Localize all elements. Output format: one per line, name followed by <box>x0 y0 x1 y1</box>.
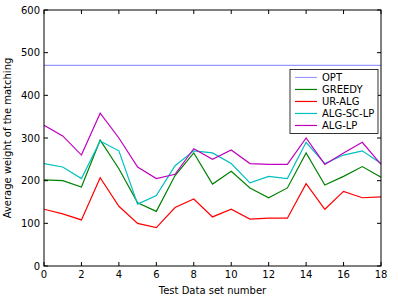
y-tick <box>377 138 381 139</box>
legend-label: ALG-SC-LP <box>322 108 374 119</box>
x-tick <box>231 10 232 14</box>
x-tick <box>118 10 119 14</box>
plot-frame <box>44 10 381 266</box>
series-line <box>44 140 381 211</box>
y-tick <box>44 52 48 53</box>
legend: OPTGREEDYUR-ALGALG-SC-LPALG-LP <box>290 69 378 133</box>
x-tick-label: 2 <box>78 269 84 280</box>
x-tick <box>156 262 157 266</box>
x-tick-label: 14 <box>300 269 313 280</box>
x-tick <box>193 262 194 266</box>
y-tick-label: 400 <box>21 90 40 101</box>
y-tick <box>377 180 381 181</box>
x-tick-label: 18 <box>375 269 388 280</box>
x-tick <box>343 10 344 14</box>
series-line <box>44 65 381 66</box>
x-tick-label: 8 <box>191 269 197 280</box>
y-axis-label: Average weight of the matching <box>2 58 13 219</box>
x-tick <box>81 10 82 14</box>
legend-swatch <box>295 113 317 114</box>
y-tick <box>44 223 48 224</box>
x-tick <box>381 10 382 14</box>
x-tick <box>343 262 344 266</box>
legend-swatch <box>295 77 317 78</box>
y-tick <box>44 10 48 11</box>
y-tick <box>44 95 48 96</box>
x-tick <box>81 262 82 266</box>
x-tick <box>381 262 382 266</box>
legend-label: ALG-LP <box>322 120 357 131</box>
x-tick-label: 10 <box>225 269 238 280</box>
x-tick-label: 4 <box>116 269 122 280</box>
y-tick-label: 0 <box>34 261 40 272</box>
y-tick <box>44 266 48 267</box>
y-tick-label: 600 <box>21 5 40 16</box>
chart: 0 100 200 300 400 500 600 0 2 4 6 8 10 12 14 16 18 Test D… <box>0 0 398 300</box>
x-tick <box>193 10 194 14</box>
x-tick-label: 16 <box>337 269 350 280</box>
series-line <box>44 113 381 178</box>
legend-box <box>290 69 378 133</box>
y-tick <box>44 138 48 139</box>
x-tick <box>44 10 45 14</box>
x-tick <box>268 262 269 266</box>
x-tick-label: 6 <box>153 269 159 280</box>
y-tick <box>377 52 381 53</box>
y-tick <box>377 223 381 224</box>
y-tick <box>377 10 381 11</box>
series-line <box>44 141 381 204</box>
x-tick <box>118 262 119 266</box>
y-tick <box>377 266 381 267</box>
x-tick <box>306 262 307 266</box>
x-tick <box>44 262 45 266</box>
x-tick-label: 0 <box>41 269 47 280</box>
x-tick <box>231 262 232 266</box>
background <box>0 0 398 300</box>
y-tick-label: 500 <box>21 47 40 58</box>
legend-label: UR-ALG <box>322 96 359 107</box>
legend-swatch <box>295 125 317 126</box>
legend-label: GREEDY <box>322 84 363 95</box>
x-tick-label: 12 <box>262 269 275 280</box>
y-tick-label: 300 <box>21 133 40 144</box>
legend-label: OPT <box>322 72 343 83</box>
x-tick <box>156 10 157 14</box>
legend-swatch <box>295 101 317 102</box>
y-tick <box>44 180 48 181</box>
plot-lines <box>44 65 381 227</box>
legend-swatch <box>295 89 317 90</box>
x-tick <box>306 10 307 14</box>
series-line <box>44 178 381 228</box>
y-tick-label: 200 <box>21 175 40 186</box>
y-tick-label: 100 <box>21 218 40 229</box>
x-axis-label: Test Data set number <box>158 285 267 296</box>
x-tick <box>268 10 269 14</box>
